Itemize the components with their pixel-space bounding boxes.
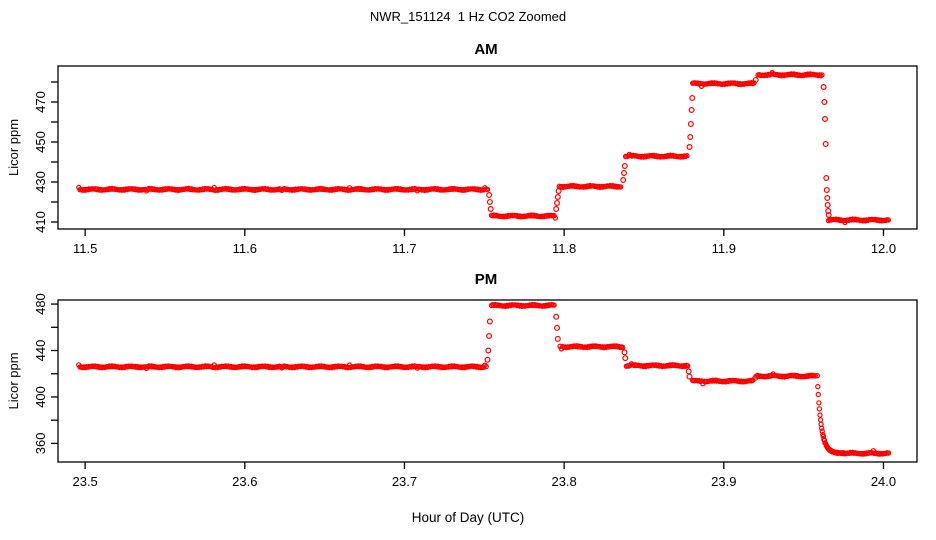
am-x-tick-label: 11.9 [712,241,736,256]
pm-y-axis-title: Licor ppm [6,352,21,409]
am-y-tick-label: 430 [33,171,48,193]
am-x-tick-label: 12.0 [871,241,896,256]
pm-plot-border [57,299,918,463]
pm-x-tick-label: 23.9 [711,474,736,489]
pm-x-tick-label: 24.0 [871,474,896,489]
am-y-tick-label: 470 [33,91,48,113]
am-data-points [76,69,892,226]
pm-x-tick-label: 23.7 [392,474,417,489]
am-y-tick-label: 450 [33,131,48,153]
pm-panel-title: PM [474,271,498,288]
am-plot-border [57,65,918,230]
am-x-tick-label: 11.5 [73,241,97,256]
main-title: NWR_151124 1 Hz CO2 Zoomed [369,9,567,24]
am-x-tick-label: 11.6 [233,241,257,256]
pm-panel: 23.5 23.6 23.7 23.8 23.9 24.0 360 400 440 480 Lico… [6,293,918,489]
pm-x-tick-label: 23.6 [232,474,257,489]
am-y-axis-title: Licor ppm [6,119,21,176]
am-panel-title: AM [474,41,498,58]
pm-x-tick-label: 23.5 [72,474,97,489]
am-x-tick-label: 11.8 [552,241,576,256]
am-x-tick-label: 11.7 [392,241,416,256]
x-axis-label: Hour of Day (UTC) [411,510,525,525]
pm-y-tick-label: 400 [33,386,48,408]
am-x-axis: 11.5 11.6 11.7 11.8 11.9 12.0 [73,229,896,256]
am-y-axis: 410 430 450 470 [33,81,58,233]
am-y-tick-label: 410 [33,211,48,233]
pm-x-axis: 23.5 23.6 23.7 23.8 23.9 24.0 [72,462,896,489]
pm-y-axis: 360 400 440 480 [33,293,58,454]
pm-y-tick-label: 440 [33,340,48,362]
pm-x-tick-label: 23.8 [551,474,576,489]
am-panel: 11.5 11.6 11.7 11.8 11.9 12.0 410 430 450 470 Lico… [6,65,918,256]
pm-y-tick-label: 480 [33,293,48,315]
pm-data-points [76,301,892,457]
pm-y-tick-label: 360 [33,433,48,455]
